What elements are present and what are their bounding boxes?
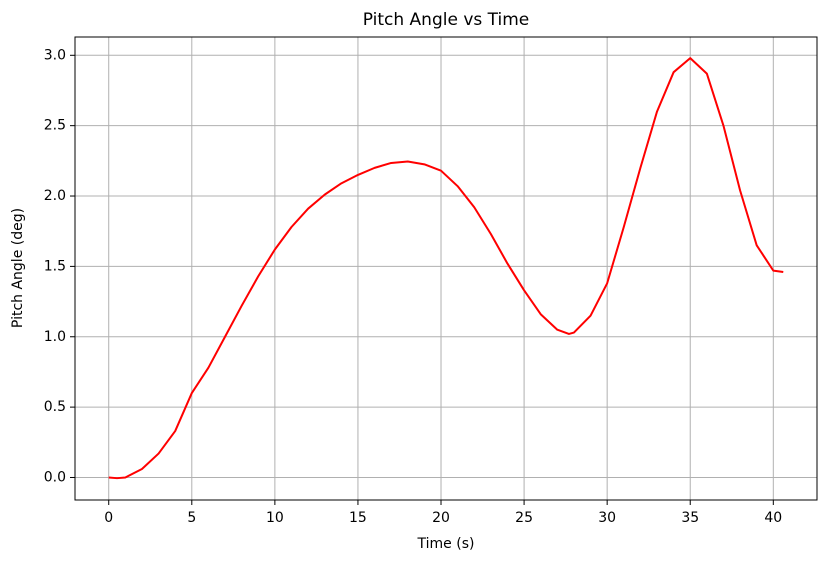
x-tick-label: 20 xyxy=(432,510,450,526)
x-tick-label: 35 xyxy=(681,510,699,526)
y-tick-label: 1.0 xyxy=(44,329,66,345)
y-tick-label: 3.0 xyxy=(44,47,66,63)
y-tick-label: 2.0 xyxy=(44,188,66,204)
y-tick-label: 0.0 xyxy=(44,469,66,485)
x-tick-label: 5 xyxy=(187,510,196,526)
x-tick-label: 15 xyxy=(349,510,367,526)
x-tick-label: 0 xyxy=(104,510,113,526)
y-axis-label: Pitch Angle (deg) xyxy=(10,208,26,328)
x-tick-label: 25 xyxy=(515,510,533,526)
y-tick-label: 2.5 xyxy=(44,118,66,134)
x-tick-label: 40 xyxy=(764,510,782,526)
y-tick-label: 0.5 xyxy=(44,399,66,415)
chart-title: Pitch Angle vs Time xyxy=(363,10,530,30)
data-line xyxy=(108,57,784,480)
plot-frame xyxy=(74,36,818,501)
x-axis-label: Time (s) xyxy=(417,536,475,552)
y-tick-label: 1.5 xyxy=(44,258,66,274)
x-tick-label: 10 xyxy=(266,510,284,526)
x-tick-label: 30 xyxy=(598,510,616,526)
